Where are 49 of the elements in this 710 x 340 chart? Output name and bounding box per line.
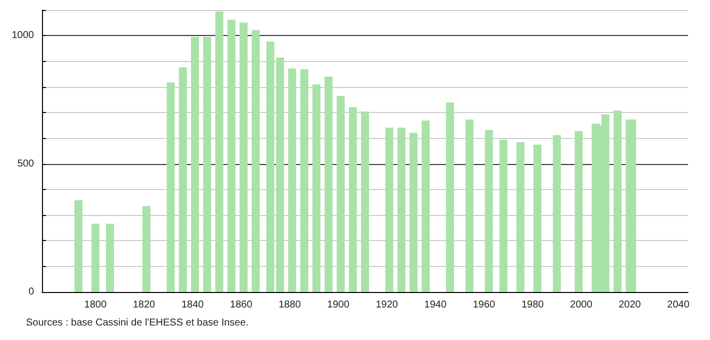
x-tick-label: 1880 <box>278 300 302 310</box>
x-tick-label: 1920 <box>376 300 398 310</box>
bar <box>324 76 333 292</box>
bar <box>385 128 394 292</box>
x-tick-label: 1940 <box>424 300 447 310</box>
source-note: Sources : base Cassini de l'EHESS et base Insee. <box>26 318 249 328</box>
bar <box>336 96 345 292</box>
bar <box>348 107 357 292</box>
x-tick-label: 1840 <box>181 300 204 310</box>
bar <box>142 206 150 292</box>
x-tick-label: 1980 <box>521 300 544 310</box>
bar <box>422 120 430 292</box>
bar <box>74 200 82 292</box>
bar <box>614 110 622 292</box>
bar <box>227 20 236 292</box>
bar <box>91 224 100 292</box>
bar <box>516 142 524 292</box>
y-tick-label: 1000 <box>12 30 34 42</box>
y-tick-label: 0 <box>28 286 34 298</box>
bar <box>288 68 296 292</box>
x-tick-label: 1860 <box>230 300 253 310</box>
bar <box>552 135 561 292</box>
x-tick-label: 1960 <box>472 300 496 310</box>
bar <box>499 140 508 292</box>
y-tick-label: 500 <box>17 158 34 170</box>
bar <box>397 128 406 292</box>
x-tick-label: 1820 <box>132 300 156 310</box>
bar <box>252 30 260 292</box>
bar <box>446 102 454 292</box>
bar <box>361 112 369 292</box>
bar <box>533 144 542 292</box>
bar <box>166 82 175 292</box>
x-tick-label: 2040 <box>667 300 690 310</box>
x-tick-label: 2020 <box>618 300 642 310</box>
bar <box>191 36 199 292</box>
x-tick-label: 1800 <box>84 300 107 310</box>
bar <box>240 22 248 292</box>
bar <box>215 12 224 292</box>
bar <box>300 69 308 292</box>
bar <box>410 132 418 292</box>
x-tick-label: 1900 <box>327 300 350 310</box>
bar <box>465 119 474 292</box>
bar <box>178 67 187 292</box>
bar <box>312 84 320 292</box>
bar <box>106 224 114 292</box>
bar <box>203 36 212 292</box>
bar <box>484 130 493 292</box>
bar <box>574 131 583 292</box>
x-tick-label: 2000 <box>570 300 593 310</box>
